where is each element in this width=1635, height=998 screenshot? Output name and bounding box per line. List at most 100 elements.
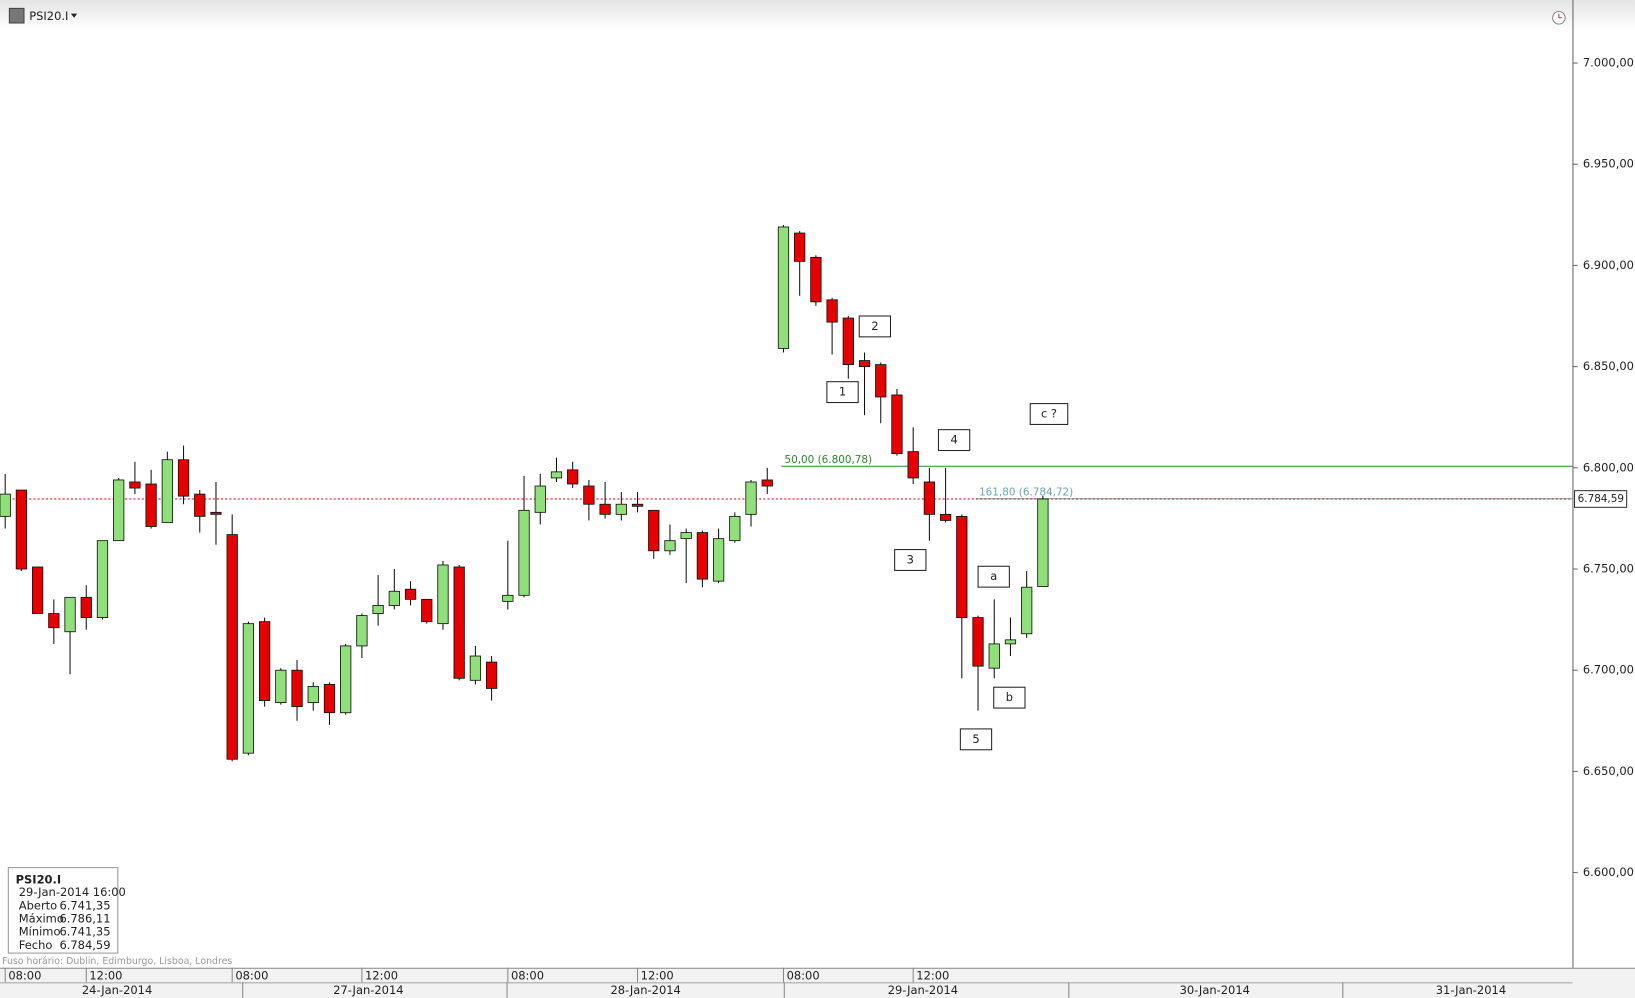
wave-label: 2	[871, 319, 878, 333]
date-label: 28-Jan-2014	[610, 983, 680, 997]
candle-body	[275, 669, 287, 703]
wave-label: c ?	[1041, 407, 1057, 421]
candle-body	[567, 469, 579, 485]
candle-body	[48, 613, 60, 629]
candle-body	[404, 588, 417, 600]
candle-body	[161, 459, 173, 523]
candle-body	[80, 596, 92, 618]
candle-body	[469, 655, 482, 681]
last-price-label: 6.784,59	[1578, 493, 1624, 505]
candle-body	[729, 515, 741, 542]
y-tick-label: 6.850,00	[1583, 359, 1634, 373]
candle-body	[680, 532, 692, 540]
candle-body	[194, 493, 206, 517]
date-label: 27-Jan-2014	[333, 983, 403, 997]
symbol-title[interactable]: PSI20.I	[29, 9, 68, 23]
date-label: 30-Jan-2014	[1180, 983, 1250, 997]
x-tick-label: 08:00	[235, 969, 268, 983]
date-label: 24-Jan-2014	[82, 983, 152, 997]
candle-body	[534, 485, 546, 513]
candle-body	[226, 534, 238, 760]
candle-body	[923, 481, 936, 515]
candle-body	[0, 493, 11, 517]
candle-body	[242, 623, 255, 754]
candle-body	[388, 590, 400, 606]
candle-body	[761, 479, 773, 487]
wave-label: a	[990, 569, 997, 583]
header-bar	[0, 0, 1635, 32]
candle-body	[340, 645, 352, 714]
info-label: Máximo	[19, 912, 64, 926]
wave-label-box	[894, 549, 927, 571]
x-tick-label: 08:00	[787, 969, 820, 983]
fib-level-label: 50,00 (6.800,78)	[785, 454, 873, 466]
candle-body	[794, 232, 806, 262]
x-tick-label: 12:00	[89, 969, 122, 983]
candle-body	[291, 669, 303, 708]
candle-body	[712, 538, 725, 582]
x-tick-label: 12:00	[641, 969, 674, 983]
candle-body	[1004, 639, 1017, 645]
info-label: Mínimo	[19, 925, 61, 939]
candle-body	[648, 509, 660, 552]
candle-body	[939, 513, 952, 521]
last-price-box	[1574, 490, 1628, 508]
candle-body	[696, 532, 709, 580]
candle-body	[421, 598, 433, 623]
candle-body	[631, 503, 644, 507]
candle-body	[988, 643, 1000, 669]
candle-body	[583, 485, 595, 505]
info-box	[7, 867, 119, 954]
wave-label-box	[977, 565, 1010, 588]
candle-body	[113, 479, 125, 542]
wave-label-box	[937, 429, 971, 452]
timezone-note: Fuso horário: Dublin, Edimburgo, Lisboa,…	[2, 956, 232, 967]
candle-body	[664, 540, 676, 552]
info-value: 6.786,11	[59, 912, 110, 926]
candle-body	[518, 509, 530, 596]
symbol-icon[interactable]	[8, 7, 25, 24]
wave-label: 5	[972, 732, 979, 746]
candle-body	[485, 661, 498, 689]
wave-label-box	[959, 728, 993, 751]
wave-label: 3	[907, 552, 914, 566]
wave-label: 4	[950, 433, 957, 447]
y-tick-label: 6.650,00	[1583, 764, 1634, 778]
y-tick-label: 6.900,00	[1583, 258, 1634, 272]
candle-body	[453, 566, 465, 679]
x-tick-label: 08:00	[511, 969, 544, 983]
candle-body	[972, 617, 984, 667]
candle-body	[1037, 498, 1049, 587]
y-tick-label: 6.800,00	[1583, 460, 1634, 474]
candle-body	[31, 566, 44, 614]
info-value: 6.741,35	[59, 899, 110, 913]
date-label: 29-Jan-2014	[888, 983, 958, 997]
candle-body	[210, 511, 222, 515]
candle-body	[858, 360, 871, 368]
wave-label-box	[1029, 403, 1069, 425]
candle-body	[956, 515, 968, 618]
wave-label-box	[858, 315, 892, 338]
y-tick-label: 6.950,00	[1583, 157, 1634, 171]
candle-body	[356, 615, 368, 647]
plot-area	[0, 224, 1573, 762]
candle-body	[777, 226, 790, 349]
candle-body	[129, 481, 141, 489]
candle-body	[550, 471, 563, 479]
x-tick-label: 08:00	[8, 969, 41, 983]
wave-label-box	[993, 686, 1026, 709]
candle-body	[875, 364, 887, 398]
dropdown-arrow[interactable]	[70, 13, 78, 18]
candle-body	[1021, 586, 1033, 635]
x-tick-label: 12:00	[365, 969, 398, 983]
y-tick-label: 6.750,00	[1583, 562, 1634, 576]
candle-body	[372, 605, 384, 614]
info-label: Aberto	[19, 899, 57, 913]
candle-body	[177, 459, 190, 497]
candle-body	[258, 621, 271, 701]
wave-label-box	[826, 381, 859, 404]
candle-body	[502, 594, 514, 602]
date-label: 31-Jan-2014	[1436, 983, 1506, 997]
